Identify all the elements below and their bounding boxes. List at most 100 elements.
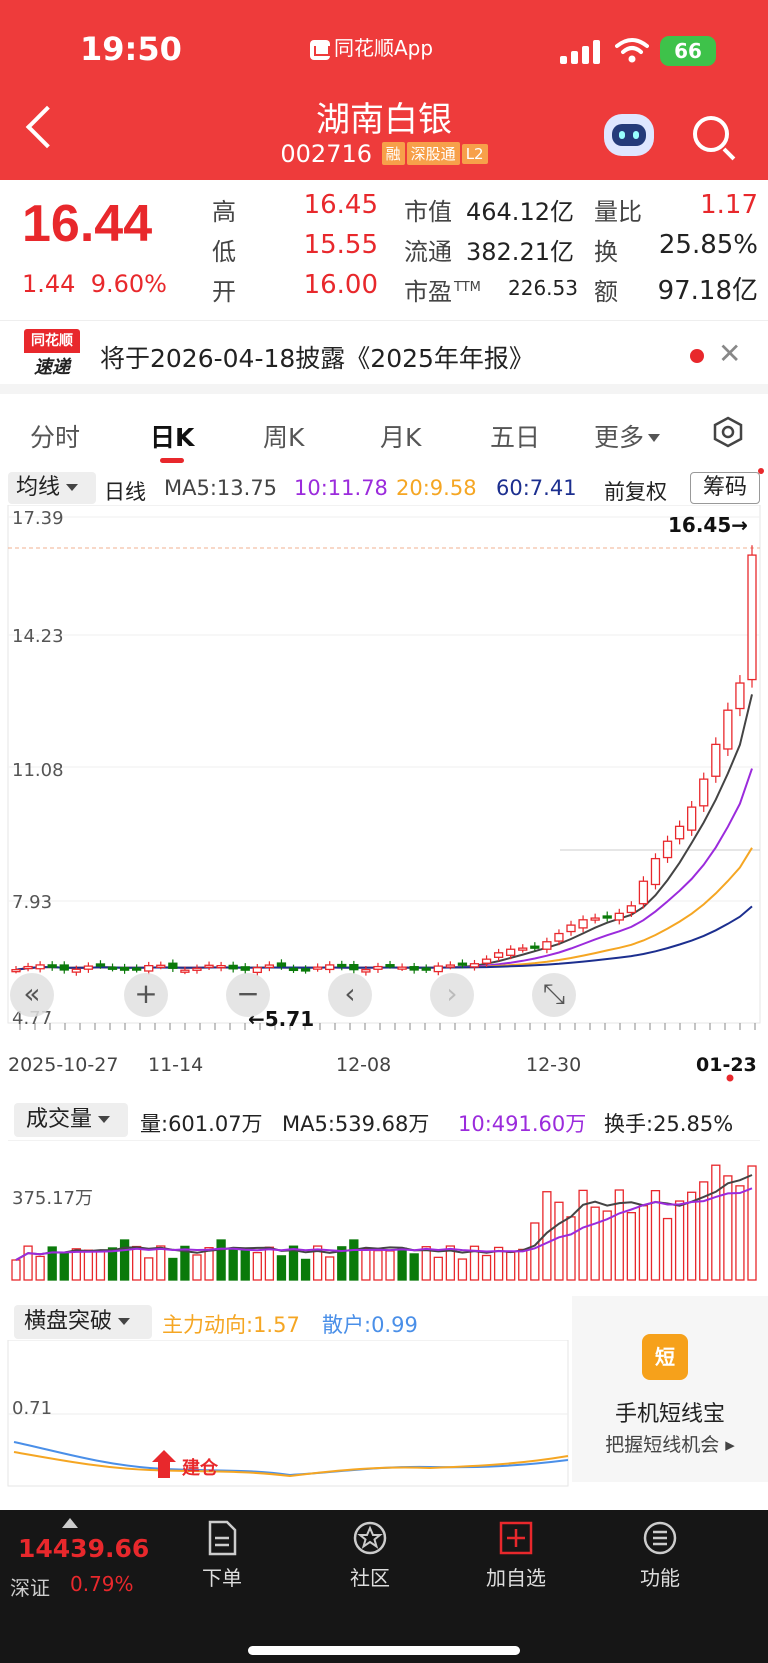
x-tick-label: 2025-10-27 — [8, 1054, 118, 1076]
x-tick-label: 12-30 — [526, 1054, 581, 1076]
badge-margin: 融 — [381, 142, 405, 165]
volume-bar-up — [626, 1211, 636, 1281]
candle-up — [325, 964, 335, 971]
indicator-selector-label: 横盘突破 — [24, 1309, 113, 1334]
kline-chart[interactable]: 17.39 14.23 11.08 7.93 4.77 16.45→ ←5.71… — [0, 505, 768, 1095]
pe-value: 226.53 — [508, 276, 578, 300]
candle-down — [132, 967, 142, 971]
indicator-chart[interactable]: 0.71 建仓 — [0, 1340, 572, 1488]
y-tick-label: 7.93 — [12, 892, 52, 913]
tab-intraday[interactable]: 分时 — [30, 423, 81, 452]
volume-bar-up — [71, 1248, 81, 1281]
candle-up — [180, 969, 190, 973]
search-icon[interactable] — [693, 116, 729, 152]
fullscreen-button[interactable]: ⤡ — [532, 973, 576, 1017]
candle-up — [481, 958, 492, 964]
community-label: 社区 — [350, 1566, 390, 1590]
notification-dot-icon — [758, 468, 764, 474]
tab-weekly-k[interactable]: 周K — [263, 423, 305, 452]
y-tick-label: 11.08 — [12, 760, 64, 781]
scroll-right-button[interactable]: › — [430, 973, 474, 1017]
volume-selector[interactable]: 成交量 — [14, 1103, 128, 1137]
candle-up — [11, 969, 21, 973]
volume-bar-down — [288, 1245, 299, 1281]
change-value: 1.44 — [22, 270, 76, 298]
community-button[interactable]: 社区 — [320, 1520, 420, 1591]
candle-up — [735, 682, 745, 710]
candle-up — [650, 857, 661, 886]
chevron-down-icon — [648, 434, 661, 442]
cellular-signal-icon — [560, 40, 602, 64]
candle-up — [445, 964, 456, 968]
candle-down — [300, 968, 311, 972]
indicator-selector[interactable]: 横盘突破 — [14, 1305, 152, 1339]
ai-robot-icon[interactable] — [604, 114, 654, 156]
volume-bar-up — [23, 1245, 33, 1281]
add-watchlist-button[interactable]: 加自选 — [466, 1520, 566, 1591]
volume-bar-down — [168, 1257, 178, 1281]
unread-dot-icon — [690, 349, 704, 363]
volume-bar-up — [11, 1259, 21, 1281]
volume-bar-down — [216, 1239, 226, 1281]
settings-hexagon-icon[interactable] — [712, 416, 744, 448]
functions-button[interactable]: 功能 — [610, 1520, 710, 1591]
tab-monthly-k[interactable]: 月K — [380, 423, 422, 452]
volume-ma5-line — [15, 1174, 753, 1261]
ma-selector[interactable]: 均线 — [8, 472, 96, 504]
open-label: 开 — [212, 278, 236, 306]
volume-bar-up — [566, 1216, 576, 1281]
home-indicator[interactable] — [248, 1646, 520, 1655]
volume-bar-up — [312, 1245, 323, 1281]
index-name: 深证 — [10, 1576, 50, 1600]
tab-five-day[interactable]: 五日 — [490, 423, 541, 452]
status-app-name: 同花顺App — [310, 32, 433, 61]
pe-label-text: 市盈 — [404, 278, 452, 306]
candle-down — [457, 962, 468, 966]
order-button[interactable]: 下单 — [172, 1520, 272, 1591]
candle-up — [433, 965, 443, 973]
zoom-out-button[interactable]: − — [226, 973, 270, 1017]
notice-banner[interactable]: 同花顺 速递 将于2026-04-18披露《2025年年报》 ✕ — [0, 320, 768, 394]
stock-code: 002716 — [280, 140, 373, 168]
status-app-label: 同花顺App — [334, 36, 434, 60]
candle-up — [518, 947, 528, 951]
menu-icon — [643, 1521, 677, 1555]
candle-down — [421, 967, 431, 971]
volume-bar-up — [687, 1191, 697, 1281]
float-cap-value: 382.21亿 — [466, 238, 574, 266]
volume-bar-up — [602, 1210, 612, 1281]
high-price-marker: 16.45→ — [668, 513, 748, 537]
scroll-left-button[interactable]: ‹ — [328, 973, 372, 1017]
volume-bar-down — [349, 1239, 359, 1281]
close-icon[interactable]: ✕ — [718, 337, 742, 370]
market-cap-value: 464.12亿 — [466, 198, 574, 226]
expand-up-icon[interactable] — [62, 1518, 78, 1528]
volume-ma10-line — [15, 1187, 753, 1261]
adjust-mode[interactable]: 前复权 — [604, 480, 667, 504]
volume-bar-up — [554, 1201, 564, 1281]
tab-more[interactable]: 更多 — [594, 418, 661, 454]
turnover-label: 换 — [594, 238, 618, 266]
volume-bar-down — [228, 1249, 238, 1281]
scroll-start-button[interactable]: « — [10, 973, 54, 1017]
status-time: 19:50 — [80, 30, 182, 68]
volume-chart[interactable]: 375.17万 — [0, 1140, 768, 1286]
chips-button[interactable]: 筹码 — [690, 472, 760, 504]
market-cap-label: 市值 — [404, 198, 452, 226]
promo-card[interactable]: 短 手机短线宝 把握短线机会 ▸ — [572, 1296, 768, 1482]
volume-bar-up — [421, 1246, 431, 1281]
index-value[interactable]: 14439.66 — [18, 1534, 150, 1563]
ma60-value: 60:7.41 — [496, 476, 577, 500]
volume-value: 量:601.07万 — [140, 1112, 263, 1136]
volume-bar-down — [47, 1246, 57, 1281]
candle-up — [83, 965, 94, 970]
candle-down — [107, 966, 118, 970]
volume-bar-down — [119, 1239, 130, 1281]
tab-daily-k[interactable]: 日K — [150, 423, 195, 452]
zoom-in-button[interactable]: + — [124, 973, 168, 1017]
candle-up — [144, 964, 154, 972]
volume-bar-up — [614, 1189, 624, 1281]
functions-label: 功能 — [640, 1566, 680, 1590]
app-logo-icon — [310, 39, 330, 60]
